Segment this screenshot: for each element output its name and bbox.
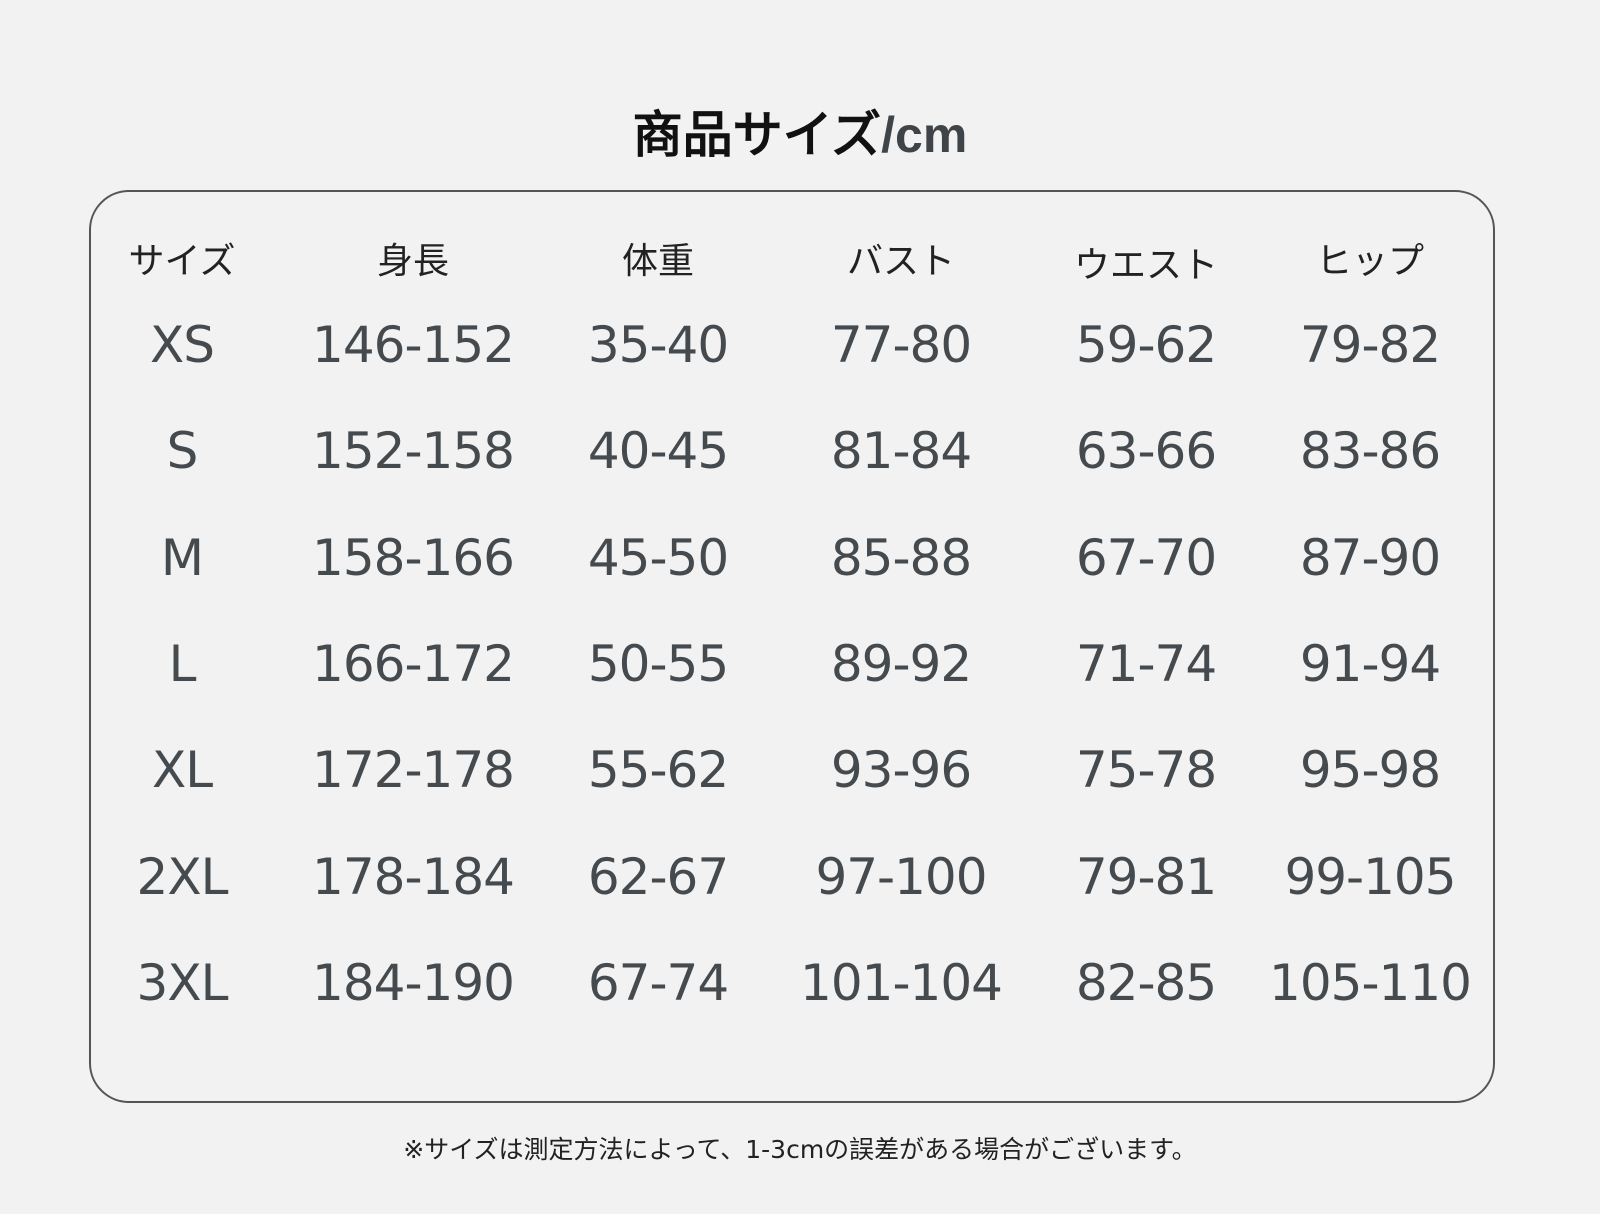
table-cell: 45-50 <box>587 528 729 587</box>
table-cell: 158-166 <box>312 528 515 587</box>
table-cell: 152-158 <box>312 422 515 481</box>
size-label: 2XL <box>136 847 229 906</box>
table-cell: 85-88 <box>830 528 972 587</box>
table-cell: 95-98 <box>1299 741 1441 800</box>
table-cell: 87-90 <box>1299 528 1441 587</box>
size-table-frame <box>89 190 1495 1103</box>
table-cell: 71-74 <box>1075 634 1217 693</box>
size-label: M <box>160 528 204 587</box>
table-cell: 79-82 <box>1299 316 1441 374</box>
table-cell: 35-40 <box>587 316 729 374</box>
size-label: L <box>168 634 197 693</box>
table-cell: 59-62 <box>1075 316 1217 374</box>
table-cell: 77-80 <box>830 316 972 374</box>
column-header: 体重 <box>621 241 694 282</box>
size-label: S <box>166 422 199 481</box>
table-cell: 146-152 <box>312 316 515 374</box>
table-cell: 67-74 <box>587 953 729 1012</box>
table-cell: 75-78 <box>1075 741 1217 800</box>
table-cell: 40-45 <box>587 422 729 481</box>
size-label: XS <box>150 316 215 374</box>
table-cell: 55-62 <box>587 741 729 800</box>
size-label: 3XL <box>136 953 229 1012</box>
column-header: ウエスト <box>1073 245 1218 286</box>
table-cell: 91-94 <box>1299 634 1441 693</box>
title-unit: /cm <box>881 107 968 163</box>
table-cell: 62-67 <box>587 847 729 906</box>
table-cell: 97-100 <box>815 847 987 906</box>
table-cell: 178-184 <box>312 847 515 906</box>
table-cell: 81-84 <box>830 422 972 481</box>
page-title: 商品サイズ/cm <box>0 100 1600 170</box>
footnote: ※サイズは測定方法によって、1-3cmの誤差がある場合がございます。 <box>403 1135 1197 1164</box>
table-cell: 93-96 <box>830 741 972 800</box>
column-header: バスト <box>846 241 955 282</box>
table-cell: 79-81 <box>1075 847 1217 906</box>
table-cell: 172-178 <box>312 741 515 800</box>
title-text: 商品サイズ <box>632 106 882 164</box>
size-label: XL <box>151 741 213 800</box>
table-cell: 101-104 <box>800 953 1003 1012</box>
table-cell: 83-86 <box>1299 422 1441 481</box>
table-cell: 82-85 <box>1075 953 1217 1012</box>
table-cell: 105-110 <box>1269 953 1472 1012</box>
table-cell: 50-55 <box>587 634 729 693</box>
table-cell: 89-92 <box>830 634 972 693</box>
table-cell: 67-70 <box>1075 528 1217 587</box>
table-cell: 63-66 <box>1075 422 1217 481</box>
column-header: ヒップ <box>1315 241 1424 282</box>
column-header: サイズ <box>128 241 236 282</box>
column-header: 身長 <box>376 241 449 282</box>
table-cell: 184-190 <box>312 953 515 1012</box>
table-cell: 166-172 <box>312 634 515 693</box>
table-cell: 99-105 <box>1284 847 1456 906</box>
